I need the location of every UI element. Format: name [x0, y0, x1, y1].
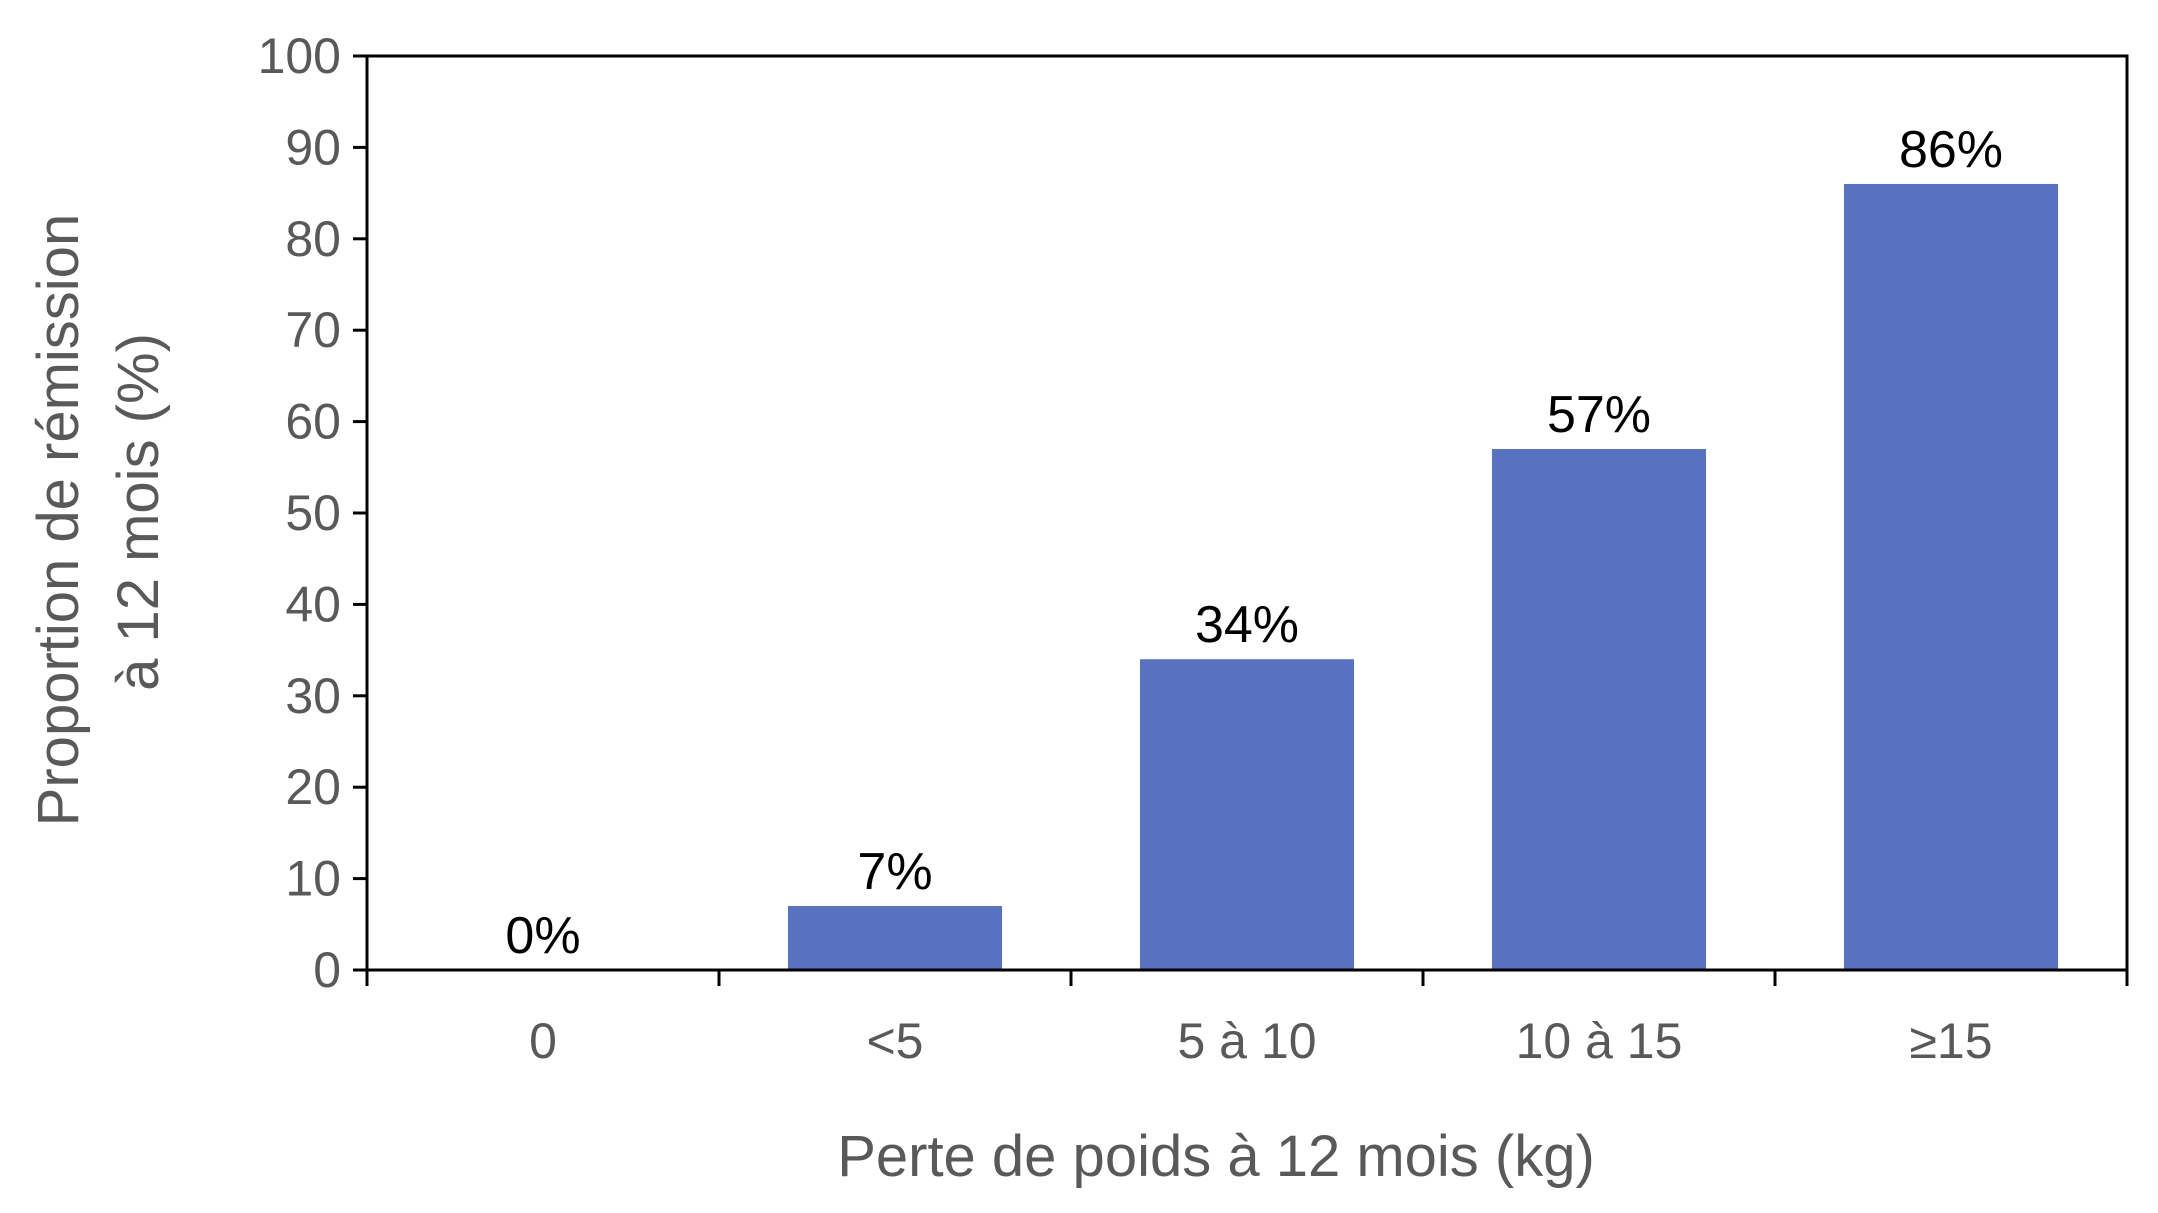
y-tick-label-6: 60: [285, 394, 341, 450]
y-axis-title: Proportion de rémission à 12 mois (%): [26, 198, 171, 827]
y-axis-title-line-1: Proportion de rémission: [26, 214, 91, 827]
y-tick-label-9: 90: [285, 119, 341, 175]
bar-1: [788, 906, 1002, 970]
y-tick-label-2: 20: [285, 759, 341, 815]
bars-layer: [788, 183, 2058, 970]
y-tick-label-1: 10: [285, 851, 341, 907]
x-tick-label-1: <5: [866, 1013, 923, 1069]
y-tick-label-10: 100: [258, 28, 341, 84]
y-tick-label-5: 50: [285, 485, 341, 541]
bar-4: [1844, 183, 2058, 970]
y-axis-title-line-2: à 12 mois (%): [106, 333, 171, 691]
x-tick-label-3: 10 à 15: [1516, 1013, 1683, 1069]
x-tick-label-0: 0: [529, 1013, 557, 1069]
ticks-layer: 0 <5 5 à 10 10 à 15 ≥15 0 10 20 30 40 50 60 70 80 90 10…: [258, 28, 2129, 1069]
bar-2: [1140, 659, 1354, 970]
data-label-3: 57%: [1547, 386, 1651, 444]
bar-3: [1492, 449, 1706, 970]
x-tick-label-2: 5 à 10: [1177, 1013, 1316, 1069]
x-tick-label-4: ≥15: [1909, 1013, 1992, 1069]
data-label-1: 7%: [857, 843, 932, 901]
y-tick-label-7: 70: [285, 302, 341, 358]
data-label-2: 34%: [1195, 596, 1299, 654]
data-labels-layer: 0% 7% 34% 57% 86%: [505, 121, 2003, 965]
data-label-4: 86%: [1899, 121, 2003, 179]
data-label-0: 0%: [505, 907, 580, 965]
y-tick-label-3: 30: [285, 668, 341, 724]
y-tick-label-0: 0: [313, 942, 341, 998]
y-tick-label-8: 80: [285, 211, 341, 267]
y-tick-label-4: 40: [285, 576, 341, 632]
x-axis-title: Perte de poids à 12 mois (kg): [837, 1124, 1595, 1189]
